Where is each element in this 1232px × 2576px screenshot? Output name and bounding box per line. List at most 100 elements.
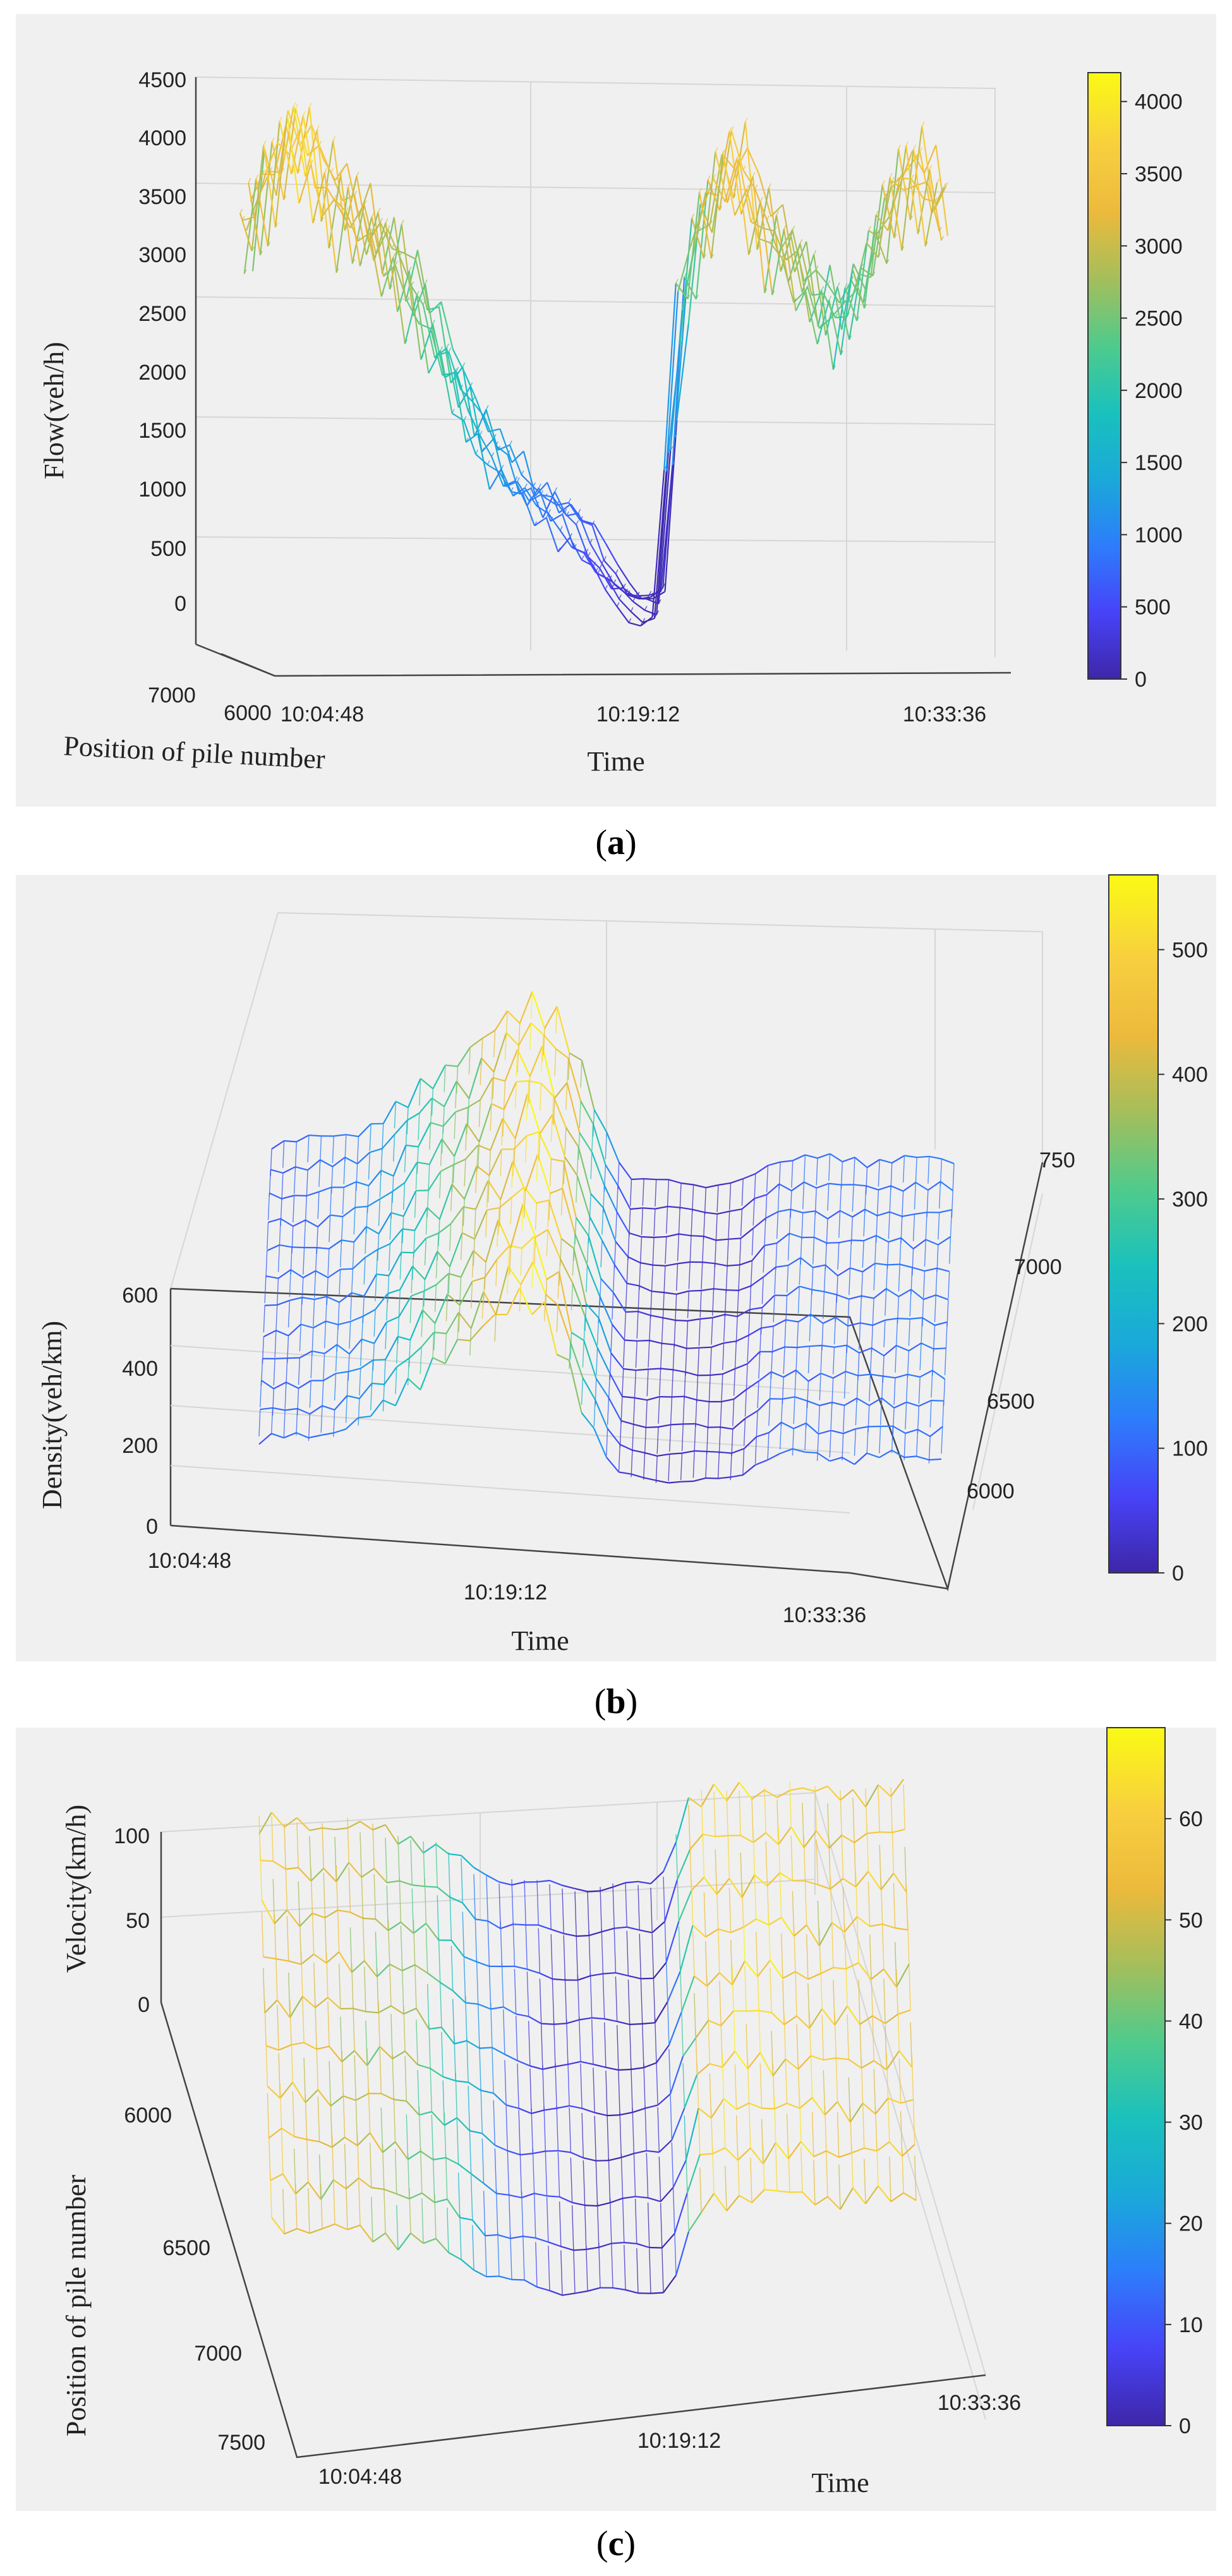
surface-mesh-line — [783, 1347, 785, 1375]
surface-mesh-line — [750, 1276, 764, 1287]
surface-mesh-line — [570, 2152, 584, 2159]
surface-mesh-line — [671, 1369, 673, 1397]
surface-mesh-line — [914, 1212, 927, 1215]
surface-mesh-line — [602, 1973, 605, 2019]
surface-mesh-line — [267, 241, 270, 247]
surface-mesh-line — [433, 1332, 447, 1335]
surface-mesh-line — [462, 1199, 465, 1227]
surface-mesh-line — [406, 2114, 409, 2160]
surface-mesh-line — [428, 2023, 431, 2069]
surface-mesh-line — [522, 1187, 525, 1215]
surface-mesh-line — [503, 2006, 517, 2015]
surface-mesh-line — [445, 2154, 448, 2200]
surface-mesh-line — [562, 1188, 576, 1234]
surface-mesh-line — [852, 264, 855, 270]
surface-mesh-line — [308, 1135, 322, 1137]
surface-mesh-line — [532, 2148, 535, 2194]
surface-mesh-line — [533, 2150, 546, 2155]
surface-mesh-line — [248, 178, 251, 183]
surface-mesh-line — [925, 1239, 939, 1246]
surface-mesh-line — [933, 1325, 936, 1352]
surface-mesh-line — [671, 2142, 674, 2188]
surface-mesh-line — [327, 1997, 341, 2009]
surface-mesh-line — [618, 1444, 620, 1472]
surface-mesh-line — [536, 501, 540, 507]
surface-mesh-line — [813, 1211, 816, 1239]
surface-mesh-line — [239, 213, 253, 251]
surface-mesh-line — [758, 174, 772, 217]
surface-mesh-line — [464, 1159, 466, 1186]
surface-mesh-line — [272, 1388, 274, 1416]
surface-mesh-line — [281, 2129, 284, 2174]
surface-mesh-line — [886, 1288, 899, 1297]
surface-mesh-line — [322, 1827, 335, 1831]
surface-mesh-line — [428, 1138, 443, 1165]
surface-mesh-line — [703, 1833, 716, 1838]
surface-mesh-line — [871, 1347, 885, 1357]
surface-mesh-line — [408, 1346, 422, 1359]
surface-mesh-line — [324, 1910, 338, 1918]
surface-mesh-line — [911, 174, 914, 179]
surface-mesh-line — [328, 174, 342, 249]
surface-mesh-line — [751, 1790, 765, 1800]
surface-mesh-line — [898, 144, 902, 150]
surface-mesh-line — [534, 1203, 537, 1231]
position-tick: 7500 — [217, 2431, 265, 2455]
surface-mesh-line — [870, 273, 874, 278]
surface-mesh-line — [735, 1316, 738, 1344]
surface-mesh-line — [536, 1200, 550, 1204]
surface-mesh-line — [564, 1978, 567, 2024]
surface-mesh-line — [891, 1449, 905, 1459]
surface-mesh-line — [315, 2004, 317, 2050]
surface-mesh-line — [591, 1123, 594, 1151]
surface-mesh-line — [348, 1867, 351, 1913]
surface-mesh-line — [312, 1912, 325, 1918]
surface-mesh-line — [373, 222, 387, 262]
surface-mesh-line — [358, 1416, 371, 1419]
surface-mesh-line — [758, 1371, 772, 1382]
surface-mesh-line — [299, 1324, 301, 1352]
surface-mesh-line — [780, 1917, 795, 1937]
surface-mesh-line — [809, 1314, 811, 1342]
surface-mesh-line — [876, 1215, 878, 1243]
surface-mesh-line — [580, 1100, 594, 1124]
surface-mesh-line — [688, 1797, 702, 1808]
surface-mesh-line — [468, 2086, 470, 2131]
surface-mesh-line — [809, 2008, 823, 2029]
surface-mesh-line — [849, 267, 862, 340]
panel-c-x-ticks: 10:04:48 10:19:12 10:33:36 — [318, 2391, 1021, 2489]
surface-mesh-line — [665, 1263, 678, 1267]
surface-mesh-line — [637, 1311, 651, 1316]
surface-mesh-line — [760, 1307, 763, 1335]
surface-mesh-line — [597, 2202, 610, 2207]
colorbar-tick-label: 300 — [1172, 1188, 1208, 1212]
surface-mesh-line — [385, 1322, 387, 1349]
surface-mesh-line — [339, 1963, 341, 2009]
surface-mesh-line — [382, 1384, 385, 1412]
surface-mesh-line — [528, 2021, 531, 2066]
surface-mesh-line — [890, 1787, 893, 1833]
surface-mesh-line — [318, 141, 322, 146]
surface-mesh-line — [382, 1134, 396, 1150]
surface-mesh-line — [827, 1785, 841, 1801]
surface-mesh-line — [546, 1271, 560, 1280]
surface-mesh-line — [902, 1213, 915, 1217]
surface-mesh-line — [378, 2001, 380, 2047]
surface-mesh-line — [627, 1979, 631, 2025]
surface-mesh-line — [641, 1208, 643, 1236]
surface-mesh-line — [654, 2001, 668, 2023]
surface-mesh-line — [912, 1248, 914, 1276]
surface-mesh-line — [507, 450, 510, 455]
surface-mesh-line — [377, 208, 381, 213]
surface-mesh-line — [589, 1193, 591, 1221]
surface-mesh-line — [542, 513, 546, 518]
surface-mesh-line — [479, 2045, 481, 2091]
surface-mesh-line — [922, 1271, 926, 1298]
surface-mesh-line — [800, 1257, 814, 1268]
surface-mesh-line — [303, 1270, 317, 1279]
surface-mesh-line — [661, 1342, 675, 1345]
surface-mesh-line — [353, 2007, 366, 2013]
surface-mesh-line — [811, 291, 814, 296]
surface-mesh-line — [454, 1123, 468, 1157]
surface-mesh-line — [841, 1833, 844, 1879]
